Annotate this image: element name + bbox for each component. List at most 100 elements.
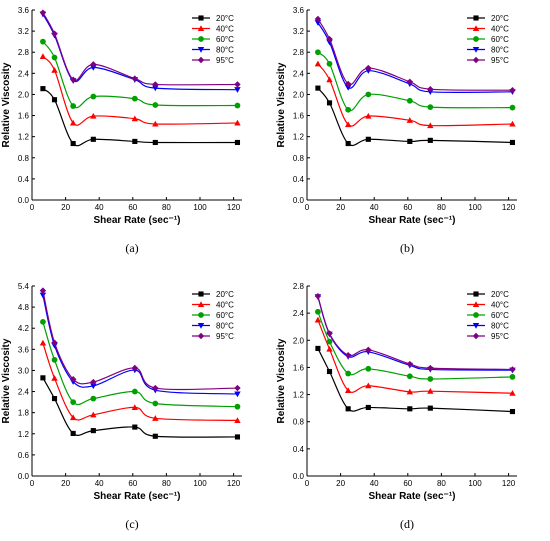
data-point [152, 85, 159, 92]
data-point [365, 112, 372, 119]
series-line [317, 63, 513, 127]
data-point [132, 138, 138, 144]
x-tick-label: 20 [336, 479, 345, 488]
data-point [234, 81, 241, 88]
y-tick-label: 1.6 [293, 112, 305, 121]
data-point [234, 139, 241, 146]
y-tick-label: 2.8 [293, 282, 305, 291]
y-tick-label: 1.2 [293, 133, 305, 142]
y-axis-label: Relative Viscosity [1, 62, 12, 147]
legend-label: 60°C [216, 35, 234, 44]
data-point [39, 292, 47, 299]
data-point [69, 76, 77, 83]
x-axis-label: Shear Rate (sec⁻¹) [94, 491, 181, 502]
legend-label: 20°C [491, 290, 509, 299]
y-tick-label: 0.0 [18, 472, 30, 481]
series-line [317, 18, 513, 91]
series-line [42, 88, 238, 147]
data-point [51, 339, 58, 346]
y-tick-label: 1.8 [18, 409, 30, 418]
y-tick-label: 0.8 [18, 154, 30, 163]
data-point [234, 391, 241, 398]
panel-caption: (a) [125, 241, 138, 255]
data-point [365, 365, 372, 372]
legend-marker [197, 322, 205, 329]
data-point [234, 102, 241, 109]
x-tick-label: 20 [336, 203, 345, 212]
data-point [315, 49, 321, 56]
y-axis-label: Relative Viscosity [276, 62, 287, 147]
legend-marker [473, 36, 479, 42]
x-tick-label: 60 [128, 203, 137, 212]
series-line [317, 87, 513, 147]
x-tick-label: 100 [468, 479, 482, 488]
data-point [365, 382, 372, 389]
series-line [42, 56, 238, 126]
legend-label: 20°C [216, 290, 234, 299]
data-point [152, 102, 159, 108]
data-point [51, 66, 58, 73]
data-point [90, 378, 97, 386]
data-point [51, 396, 58, 402]
x-tick-label: 80 [437, 203, 446, 212]
data-point [345, 106, 352, 113]
data-point [70, 140, 76, 147]
data-point [509, 139, 516, 146]
data-point [70, 103, 77, 109]
y-tick-label: 0.6 [18, 451, 30, 460]
y-tick-label: 3.2 [293, 27, 305, 36]
legend-label: 80°C [491, 322, 509, 331]
data-point [234, 417, 241, 423]
legend-marker [472, 46, 480, 53]
y-tick-label: 1.2 [18, 133, 30, 142]
data-point [365, 91, 372, 98]
y-tick-label: 4.2 [18, 324, 30, 333]
y-tick-label: 3.2 [18, 27, 30, 36]
series-line [42, 377, 238, 438]
legend-marker [198, 15, 204, 21]
data-point [152, 81, 159, 88]
data-point [152, 433, 158, 439]
data-point [131, 388, 138, 395]
data-point [509, 366, 516, 373]
data-point [406, 97, 413, 104]
data-point [344, 352, 352, 359]
chart-panel: 0.0 0.6 1.2 1.8 2.4 3.0 3.6 4.2 4.8 5.4 0 20 40 60 80 1… [1, 282, 242, 531]
data-point [90, 395, 97, 402]
legend-label: 60°C [491, 311, 509, 320]
legend-label: 40°C [216, 301, 234, 310]
data-point [427, 364, 434, 372]
legend-marker [472, 332, 480, 340]
y-tick-label: 5.4 [18, 282, 30, 291]
legend-marker [197, 301, 205, 308]
data-point [345, 406, 351, 412]
x-tick-label: 100 [193, 479, 207, 488]
x-tick-label: 0 [305, 479, 310, 488]
legend-marker [198, 36, 204, 42]
x-axis-label: Shear Rate (sec⁻¹) [369, 491, 456, 502]
legend-label: 95°C [491, 332, 509, 341]
y-tick-label: 0.4 [293, 175, 305, 184]
data-point [344, 80, 352, 88]
data-point [326, 368, 333, 375]
data-point [131, 95, 138, 102]
data-point [427, 137, 433, 143]
data-point [234, 403, 241, 410]
series-line [317, 296, 513, 371]
legend-marker [198, 312, 204, 318]
x-tick-label: 40 [370, 203, 379, 212]
data-point [315, 308, 321, 315]
y-tick-label: 2.0 [293, 90, 305, 99]
y-tick-label: 1.6 [18, 112, 30, 121]
legend-label: 80°C [216, 46, 234, 55]
y-tick-label: 1.6 [293, 363, 305, 372]
data-point [90, 61, 97, 68]
data-point [314, 15, 322, 23]
data-point [70, 430, 76, 436]
x-axis-label: Shear Rate (sec⁻¹) [369, 215, 456, 226]
data-point [326, 330, 333, 337]
data-point [90, 383, 97, 390]
panel-caption: (d) [400, 517, 414, 531]
data-point [39, 339, 47, 346]
